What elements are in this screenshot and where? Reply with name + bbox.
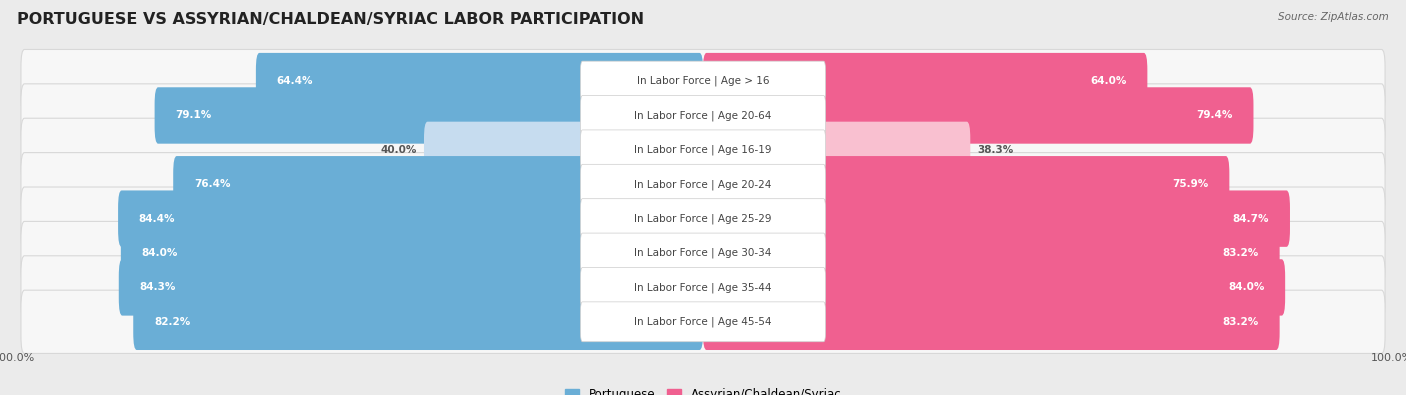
Text: In Labor Force | Age 20-64: In Labor Force | Age 20-64 — [634, 110, 772, 121]
FancyBboxPatch shape — [256, 53, 703, 109]
Text: 38.3%: 38.3% — [977, 145, 1014, 155]
FancyBboxPatch shape — [703, 122, 970, 178]
FancyBboxPatch shape — [121, 225, 703, 281]
Text: 82.2%: 82.2% — [153, 317, 190, 327]
FancyBboxPatch shape — [21, 49, 1385, 113]
FancyBboxPatch shape — [118, 190, 703, 247]
Text: 84.0%: 84.0% — [1227, 282, 1264, 292]
Text: 64.4%: 64.4% — [277, 76, 314, 86]
FancyBboxPatch shape — [581, 96, 825, 135]
FancyBboxPatch shape — [581, 164, 825, 204]
Text: 83.2%: 83.2% — [1223, 248, 1258, 258]
FancyBboxPatch shape — [703, 293, 1279, 350]
FancyBboxPatch shape — [703, 225, 1279, 281]
Text: 64.0%: 64.0% — [1090, 76, 1126, 86]
FancyBboxPatch shape — [425, 122, 703, 178]
FancyBboxPatch shape — [21, 187, 1385, 250]
FancyBboxPatch shape — [581, 61, 825, 101]
Text: 84.3%: 84.3% — [139, 282, 176, 292]
Text: 84.7%: 84.7% — [1233, 214, 1270, 224]
FancyBboxPatch shape — [581, 199, 825, 239]
FancyBboxPatch shape — [21, 256, 1385, 319]
FancyBboxPatch shape — [581, 233, 825, 273]
Text: In Labor Force | Age 25-29: In Labor Force | Age 25-29 — [634, 213, 772, 224]
Text: In Labor Force | Age > 16: In Labor Force | Age > 16 — [637, 76, 769, 87]
FancyBboxPatch shape — [134, 293, 703, 350]
FancyBboxPatch shape — [581, 302, 825, 342]
FancyBboxPatch shape — [703, 259, 1285, 316]
FancyBboxPatch shape — [173, 156, 703, 213]
FancyBboxPatch shape — [703, 87, 1254, 144]
Legend: Portuguese, Assyrian/Chaldean/Syriac: Portuguese, Assyrian/Chaldean/Syriac — [560, 384, 846, 395]
FancyBboxPatch shape — [21, 221, 1385, 285]
Text: In Labor Force | Age 20-24: In Labor Force | Age 20-24 — [634, 179, 772, 190]
Text: In Labor Force | Age 30-34: In Labor Force | Age 30-34 — [634, 248, 772, 258]
Text: In Labor Force | Age 35-44: In Labor Force | Age 35-44 — [634, 282, 772, 293]
FancyBboxPatch shape — [21, 84, 1385, 147]
Text: 79.1%: 79.1% — [176, 111, 211, 120]
Text: 84.0%: 84.0% — [142, 248, 179, 258]
Text: In Labor Force | Age 45-54: In Labor Force | Age 45-54 — [634, 316, 772, 327]
Text: 40.0%: 40.0% — [381, 145, 418, 155]
FancyBboxPatch shape — [118, 259, 703, 316]
Text: 76.4%: 76.4% — [194, 179, 231, 189]
FancyBboxPatch shape — [581, 130, 825, 170]
FancyBboxPatch shape — [581, 267, 825, 307]
FancyBboxPatch shape — [703, 53, 1147, 109]
Text: 75.9%: 75.9% — [1173, 179, 1209, 189]
FancyBboxPatch shape — [21, 118, 1385, 182]
Text: 83.2%: 83.2% — [1223, 317, 1258, 327]
FancyBboxPatch shape — [155, 87, 703, 144]
FancyBboxPatch shape — [703, 156, 1229, 213]
Text: PORTUGUESE VS ASSYRIAN/CHALDEAN/SYRIAC LABOR PARTICIPATION: PORTUGUESE VS ASSYRIAN/CHALDEAN/SYRIAC L… — [17, 12, 644, 27]
Text: 84.4%: 84.4% — [139, 214, 176, 224]
FancyBboxPatch shape — [21, 290, 1385, 354]
Text: In Labor Force | Age 16-19: In Labor Force | Age 16-19 — [634, 145, 772, 155]
Text: Source: ZipAtlas.com: Source: ZipAtlas.com — [1278, 12, 1389, 22]
FancyBboxPatch shape — [21, 152, 1385, 216]
Text: 79.4%: 79.4% — [1197, 111, 1233, 120]
FancyBboxPatch shape — [703, 190, 1289, 247]
